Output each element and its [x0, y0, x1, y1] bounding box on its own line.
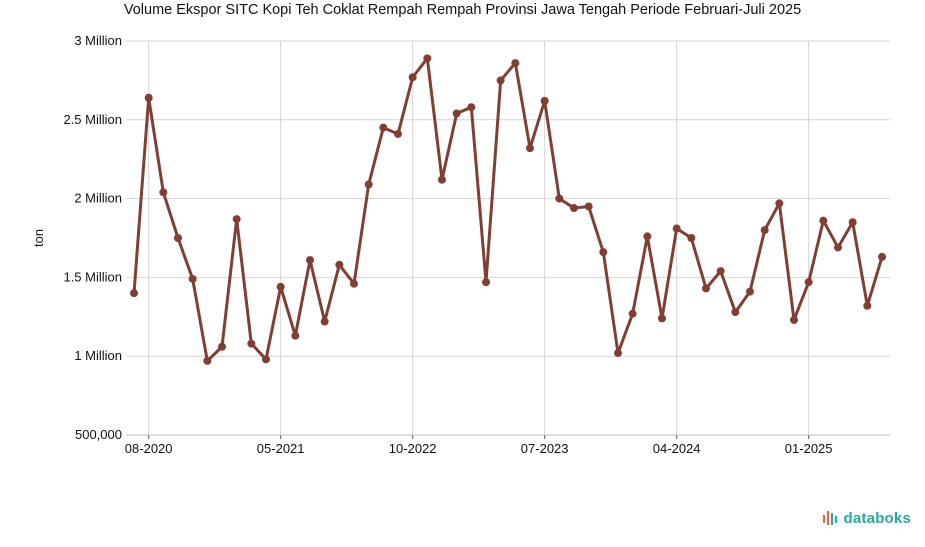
data-point — [467, 103, 476, 112]
data-point — [423, 54, 432, 63]
data-point — [526, 144, 534, 153]
data-point — [218, 342, 226, 351]
data-point — [306, 256, 314, 265]
data-point — [878, 252, 886, 261]
data-point — [834, 243, 842, 252]
data-point — [848, 218, 857, 227]
brand-name: databoks — [843, 509, 911, 527]
data-point — [262, 355, 270, 364]
data-point — [203, 356, 212, 365]
data-point — [863, 301, 872, 310]
data-point — [716, 267, 725, 276]
data-point — [320, 317, 329, 326]
series-line — [132, 56, 884, 363]
data-point — [394, 129, 402, 138]
data-point — [379, 123, 388, 132]
data-point — [599, 248, 608, 257]
x-tick-label: 01-2025 — [785, 441, 833, 456]
data-point — [731, 308, 740, 317]
y-tick-label: 1 Million — [74, 348, 122, 363]
data-point — [658, 314, 666, 323]
data-point — [687, 234, 696, 242]
data-point — [482, 278, 490, 287]
data-point — [496, 76, 505, 85]
data-point — [159, 188, 168, 197]
data-point — [570, 204, 578, 213]
gridlines — [126, 40, 890, 436]
data-point — [408, 73, 417, 82]
databoks-logo: databoks — [822, 509, 911, 527]
data-point — [540, 96, 549, 105]
y-tick-label: 2 Million — [74, 191, 122, 206]
data-point — [643, 232, 652, 241]
data-point — [672, 224, 681, 233]
x-tick-label: 10-2022 — [389, 441, 437, 456]
y-tick-label: 2.5 Million — [63, 112, 122, 127]
data-point — [232, 215, 241, 224]
data-point — [628, 309, 637, 318]
databoks-logo-icon — [822, 511, 837, 525]
data-point — [247, 339, 256, 348]
y-tick-label: 3 Million — [74, 33, 122, 48]
x-tick-label: 05-2021 — [257, 441, 305, 456]
x-tick-label: 04-2024 — [653, 441, 701, 456]
data-point — [276, 282, 285, 291]
y-tick-label: 1.5 Million — [63, 269, 122, 284]
data-point — [130, 289, 138, 298]
data-point — [584, 202, 593, 211]
data-point — [438, 175, 446, 184]
x-tick-label: 07-2023 — [521, 441, 569, 456]
data-point — [511, 59, 520, 68]
axes: 500,000 1 Million 1.5 Million 2 Million 2.5 … — [63, 33, 890, 456]
data-point — [174, 234, 182, 242]
y-tick-label: 500,000 — [75, 427, 122, 442]
data-point — [790, 315, 798, 324]
data-point — [555, 194, 564, 203]
data-point — [775, 199, 784, 208]
data-point — [452, 109, 461, 118]
data-point — [335, 260, 344, 269]
data-point — [746, 287, 754, 296]
data-point — [364, 180, 373, 189]
data-point — [614, 349, 622, 358]
series-layer — [130, 54, 886, 365]
data-point — [291, 331, 300, 340]
data-point — [350, 279, 358, 288]
data-point — [702, 284, 710, 293]
data-point — [804, 278, 813, 287]
data-point — [819, 216, 828, 225]
data-point — [760, 226, 769, 235]
x-tick-label: 08-2020 — [125, 441, 173, 456]
y-axis-title: ton — [31, 229, 46, 247]
data-point — [144, 93, 153, 102]
chart-title: Volume Ekspor SITC Kopi Teh Coklat Rempa… — [123, 2, 802, 18]
data-point — [188, 274, 197, 283]
